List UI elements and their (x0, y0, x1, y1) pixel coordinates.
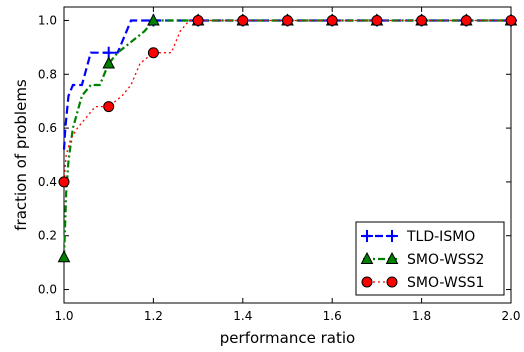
x-tick-label: 1.8 (412, 309, 431, 323)
y-tick-label: 0.0 (38, 283, 57, 297)
series-marker-smo-wss1 (58, 176, 70, 188)
series-marker-smo-wss1 (147, 47, 159, 59)
series-line-smo-wss2 (62, 19, 511, 258)
legend-swatch-marker (386, 230, 398, 242)
legend-swatch-marker (361, 276, 373, 288)
series-markers (57, 13, 518, 263)
legend-label: SMO-WSS1 (407, 275, 484, 291)
series-marker-smo-wss1 (282, 14, 293, 26)
x-tick-label: 1.4 (233, 309, 252, 323)
y-tick-label: 0.8 (38, 67, 57, 81)
series-marker-smo-wss1 (505, 14, 517, 26)
series-marker-smo-wss1 (192, 14, 204, 26)
series-lines (62, 19, 511, 258)
x-tick-label: 1.6 (323, 309, 342, 323)
legend-label: SMO-WSS2 (407, 252, 484, 268)
series-marker-smo-wss1 (103, 101, 115, 113)
x-tick-label: 2.0 (501, 309, 520, 323)
axis-ticks: 1.0 1.2 1.4 1.6 1.8 2.0 0.0 0.2 0.4 0.6 0.8 1.0 (38, 7, 521, 323)
series-marker-smo-wss2 (147, 13, 160, 26)
y-tick-label: 0.4 (38, 175, 57, 189)
series-marker-smo-wss2 (57, 250, 71, 263)
legend-swatch-marker (385, 251, 399, 264)
series-line-smo-wss1 (63, 19, 511, 182)
x-tick-label: 1.0 (54, 309, 73, 323)
x-axis-label: performance ratio (220, 329, 355, 347)
legend-swatch-marker (386, 276, 398, 288)
legend-swatch-marker (361, 230, 373, 242)
legend-swatch-marker (360, 251, 374, 264)
y-axis-label: fraction of problems (12, 79, 30, 231)
series-marker-smo-wss1 (416, 14, 428, 26)
legend: TLD-ISMO SMO-WSS2 SMO-WSS1 (355, 221, 505, 296)
legend-label: TLD-ISMO (406, 229, 475, 245)
series-marker-smo-wss1 (237, 14, 249, 26)
series-marker-smo-wss2 (102, 56, 116, 69)
x-tick-label: 1.2 (144, 309, 163, 323)
y-tick-label: 0.2 (38, 229, 57, 243)
series-line-tld-ismo (62, 19, 511, 150)
y-tick-label: 1.0 (38, 13, 57, 27)
series-marker-smo-wss1 (460, 14, 472, 26)
series-marker-smo-wss1 (371, 14, 383, 26)
series-marker-smo-wss1 (326, 14, 338, 26)
y-tick-label: 0.6 (38, 121, 57, 135)
